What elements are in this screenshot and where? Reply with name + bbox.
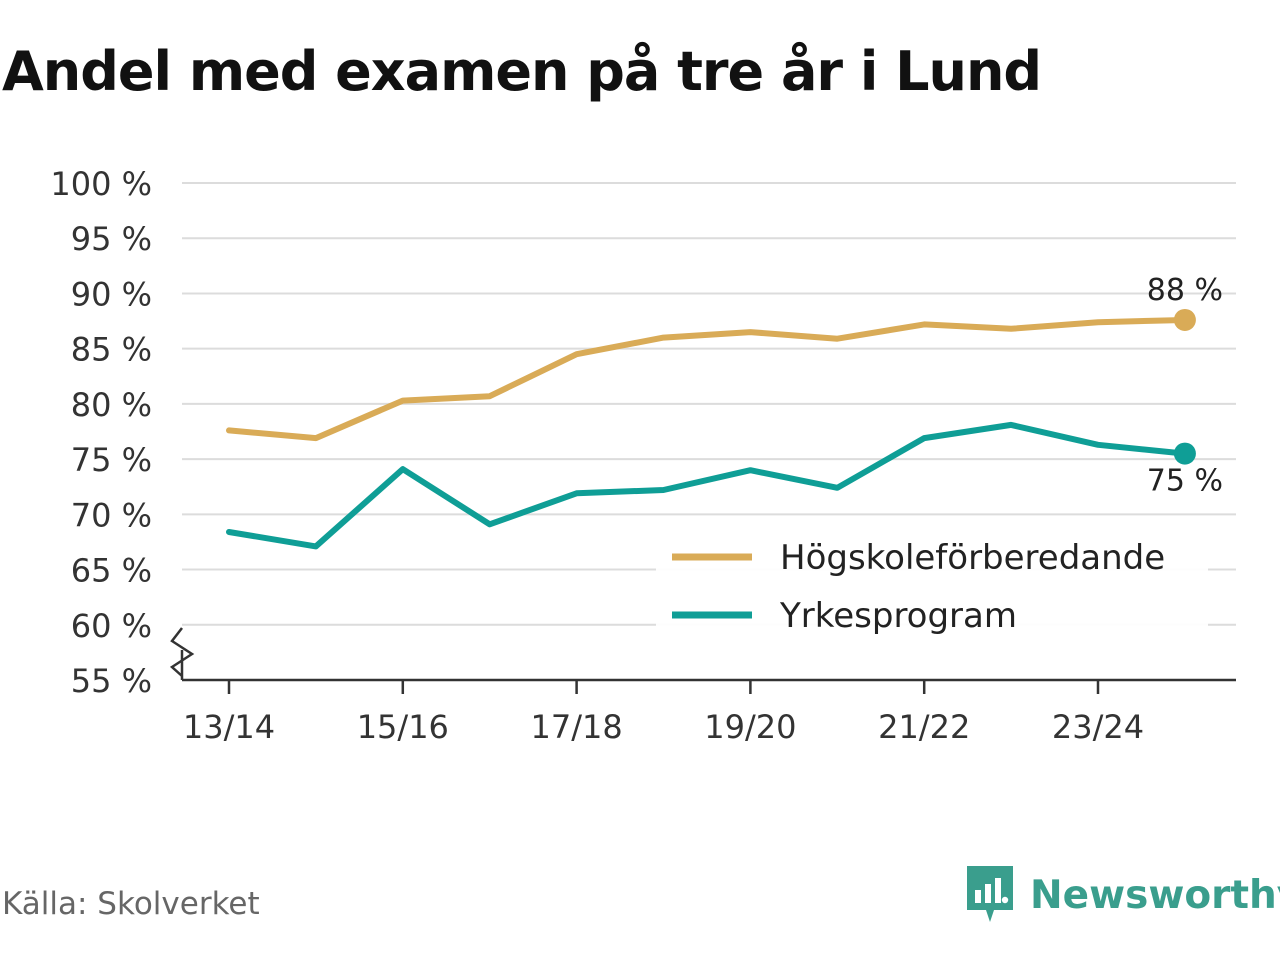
axis-break-icon [169,627,195,677]
x-tick-label: 19/20 [704,708,796,746]
y-tick-label: 90 % [71,275,152,313]
legend-label: Yrkesprogram [779,596,1017,636]
data-label: 75 % [1147,464,1223,499]
x-tick-label: 23/24 [1052,708,1144,746]
brand-name: Newsworthy [1030,872,1280,918]
y-tick-label: 80 % [71,386,152,424]
y-tick-label: 70 % [71,496,152,534]
y-tick-label: 55 % [71,662,152,700]
series-line [226,317,1188,442]
legend-background [656,532,1208,654]
x-tick-label: 13/14 [183,708,275,746]
series-end-marker [1173,308,1196,331]
y-tick-label: 100 % [50,165,152,203]
brand: Newsworthy [964,864,1280,926]
source-note: Källa: Skolverket [2,886,260,922]
series-end-marker [1173,442,1196,465]
data-series [226,308,1196,550]
chart-title: Andel med examen på tre år i Lund [2,40,1042,103]
legend-label: Högskoleförberedande [780,538,1165,578]
legend: Högskoleförberedande Yrkesprogram [656,532,1208,654]
axes: 55 % 60 % 65 % 70 % 75 % 80 % 85 % 90 % 95 % 100 … [50,165,1236,746]
y-tick-label: 75 % [71,441,152,479]
y-tick-label: 85 % [71,331,152,369]
x-tick-label: 21/22 [878,708,970,746]
data-label: 88 % [1147,273,1223,308]
data-labels: 88 % 75 % [1147,273,1223,499]
y-tick-label: 95 % [71,220,152,258]
y-tick-label: 60 % [71,607,152,645]
newsworthy-logo-icon [967,866,1013,922]
line-chart: 55 % 60 % 65 % 70 % 75 % 80 % 85 % 90 % 95 % 100 … [50,165,1236,746]
series-line [226,421,1188,550]
x-tick-label: 17/18 [530,708,622,746]
x-tick-label: 15/16 [357,708,449,746]
y-tick-label: 65 % [71,552,152,590]
